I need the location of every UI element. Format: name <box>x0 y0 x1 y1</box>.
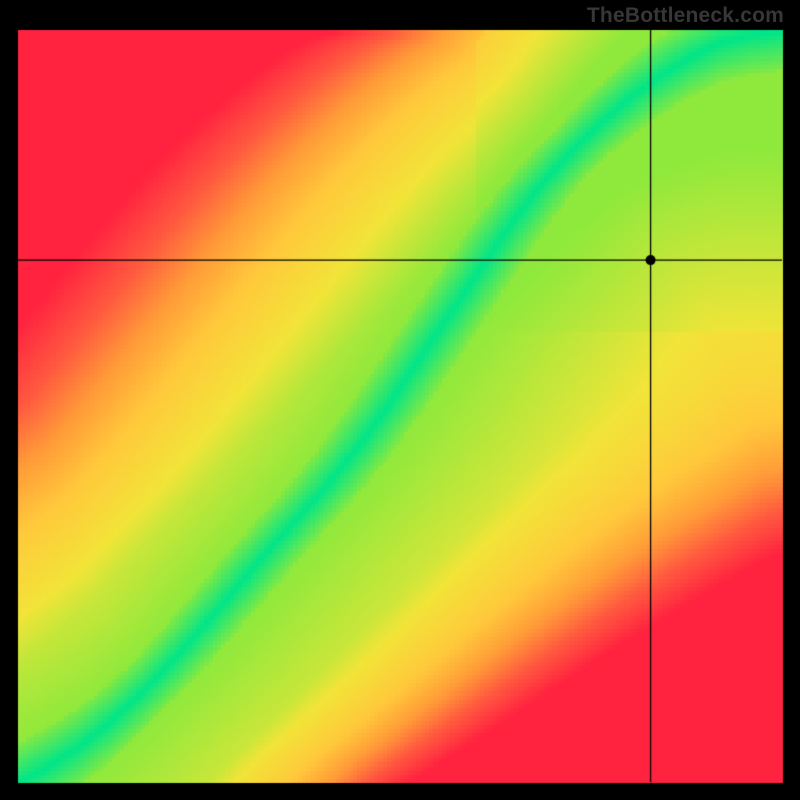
attribution-text: TheBottleneck.com <box>587 4 784 28</box>
chart-container: TheBottleneck.com <box>0 0 800 800</box>
bottleneck-heatmap-canvas <box>0 0 800 800</box>
